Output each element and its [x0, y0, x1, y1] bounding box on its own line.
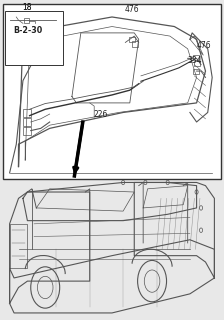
Text: 476: 476 — [124, 5, 139, 14]
Bar — [24, 18, 29, 23]
Bar — [193, 55, 199, 60]
Bar — [23, 109, 31, 117]
Bar — [5, 11, 63, 65]
Bar — [23, 118, 31, 126]
Bar — [23, 127, 31, 135]
Text: 476: 476 — [197, 41, 211, 50]
Text: 226: 226 — [93, 110, 108, 119]
Text: 18: 18 — [22, 3, 31, 12]
Text: B-2-30: B-2-30 — [13, 27, 42, 36]
Bar — [194, 61, 200, 66]
Bar — [3, 4, 221, 179]
Bar — [193, 68, 199, 74]
Text: 18: 18 — [22, 3, 31, 12]
Bar — [129, 37, 135, 43]
Bar — [132, 42, 138, 47]
Text: 334: 334 — [188, 56, 202, 65]
